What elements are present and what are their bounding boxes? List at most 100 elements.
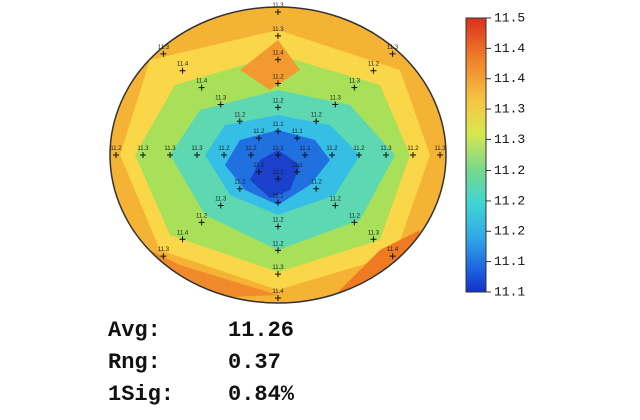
site-marker [275, 223, 281, 230]
site-label: 11.1 [299, 146, 311, 152]
site-label: 11.3 [215, 197, 227, 203]
site-label: 11.1 [253, 163, 265, 169]
site-label: 11.4 [177, 230, 189, 236]
site-marker [179, 67, 186, 74]
site-marker [275, 199, 281, 206]
site-marker [275, 175, 281, 182]
site-marker [275, 295, 281, 301]
site-marker [351, 84, 358, 91]
site-marker [275, 247, 281, 254]
site-label: 11.4 [272, 289, 284, 295]
site-label: 11.3 [349, 79, 361, 85]
site-label: 11.3 [191, 146, 203, 152]
site-marker [275, 128, 281, 135]
site-label: 11.2 [234, 112, 246, 118]
site-label: 11.1 [272, 146, 284, 152]
site-label: 11.2 [349, 213, 361, 219]
site-label: 11.2 [253, 129, 265, 135]
stat-value: 11.26 [228, 318, 294, 343]
colorbar-tick-label: 11.3 [494, 132, 525, 147]
colorbar-tick-label: 11.4 [494, 71, 525, 86]
site-marker [255, 168, 262, 175]
colorbar-tick-label: 11.1 [494, 254, 525, 269]
site-marker [370, 67, 377, 74]
stat-value: 0.37 [228, 350, 281, 375]
stat-value: 0.84% [228, 382, 295, 407]
site-label: 11.3 [434, 146, 446, 152]
site-marker [113, 152, 119, 158]
wafer-edge [109, 6, 447, 304]
site-marker [383, 152, 389, 158]
site-label: 11.2 [326, 146, 338, 152]
site-label: 11.3 [158, 45, 170, 51]
site-marker [275, 104, 281, 111]
site-label: 11.2 [196, 213, 208, 219]
colorbar-tick-label: 11.2 [494, 163, 525, 178]
site-label: 11.2 [311, 112, 323, 118]
site-marker [332, 202, 339, 209]
site-label: 11.3 [164, 146, 176, 152]
site-label: 11.2 [272, 75, 284, 81]
site-marker [275, 9, 281, 15]
site-marker [198, 219, 205, 226]
site-label: 11.1 [291, 163, 303, 169]
site-label: 11.2 [353, 146, 365, 152]
site-marker [217, 101, 224, 108]
colorbar-tick-label: 11.5 [494, 10, 525, 25]
site-label: 11.3 [137, 146, 149, 152]
site-marker [275, 32, 281, 39]
site-marker [294, 135, 301, 142]
site-marker [160, 50, 167, 57]
site-marker [332, 101, 339, 108]
stat-label: 1Sig: [108, 382, 174, 407]
site-marker [217, 202, 224, 209]
site-marker [313, 118, 320, 125]
site-marker [248, 152, 254, 158]
site-marker [351, 219, 358, 226]
stat-label: Avg: [108, 318, 161, 343]
site-label: 11.2 [218, 146, 230, 152]
site-marker [255, 135, 262, 142]
site-label: 11.3 [272, 3, 284, 9]
site-marker [198, 84, 205, 91]
site-label: 11.1 [272, 170, 284, 176]
site-label: 11.3 [368, 230, 380, 236]
site-marker [167, 152, 173, 158]
site-marker [236, 118, 243, 125]
site-marker [275, 271, 281, 278]
site-label: 11.2 [311, 180, 323, 186]
site-marker [194, 152, 200, 158]
site-label: 11.2 [368, 62, 380, 68]
site-label: 11.3 [272, 265, 284, 271]
site-label: 11.1 [272, 194, 284, 200]
site-label: 11.3 [387, 45, 399, 51]
site-label: 11.2 [272, 241, 284, 247]
site-label: 11.2 [245, 146, 257, 152]
site-marker [329, 152, 335, 158]
colorbar-tick-label: 11.2 [494, 193, 525, 208]
colorbar-tick-label: 11.4 [494, 41, 525, 56]
site-marker [275, 80, 281, 87]
site-marker [370, 236, 377, 243]
site-marker [179, 236, 186, 243]
site-marker [389, 253, 396, 260]
colorbar [465, 17, 487, 293]
site-label: 11.1 [291, 129, 303, 135]
site-label: 11.4 [387, 247, 399, 253]
site-label: 11.4 [196, 79, 208, 85]
site-label: 11.1 [272, 122, 284, 128]
site-marker [410, 152, 416, 158]
colorbar-tick-label: 11.2 [494, 224, 525, 239]
site-label: 11.4 [272, 51, 284, 57]
site-marker [275, 56, 281, 63]
site-label: 11.2 [272, 98, 284, 104]
site-marker [275, 152, 281, 158]
site-marker [356, 152, 362, 158]
site-label: 11.2 [330, 197, 342, 203]
site-marker [313, 185, 320, 192]
site-label: 11.2 [272, 218, 284, 224]
site-label: 11.2 [110, 146, 122, 152]
colorbar-tick-label: 11.3 [494, 102, 525, 117]
site-label: 11.4 [177, 62, 189, 68]
